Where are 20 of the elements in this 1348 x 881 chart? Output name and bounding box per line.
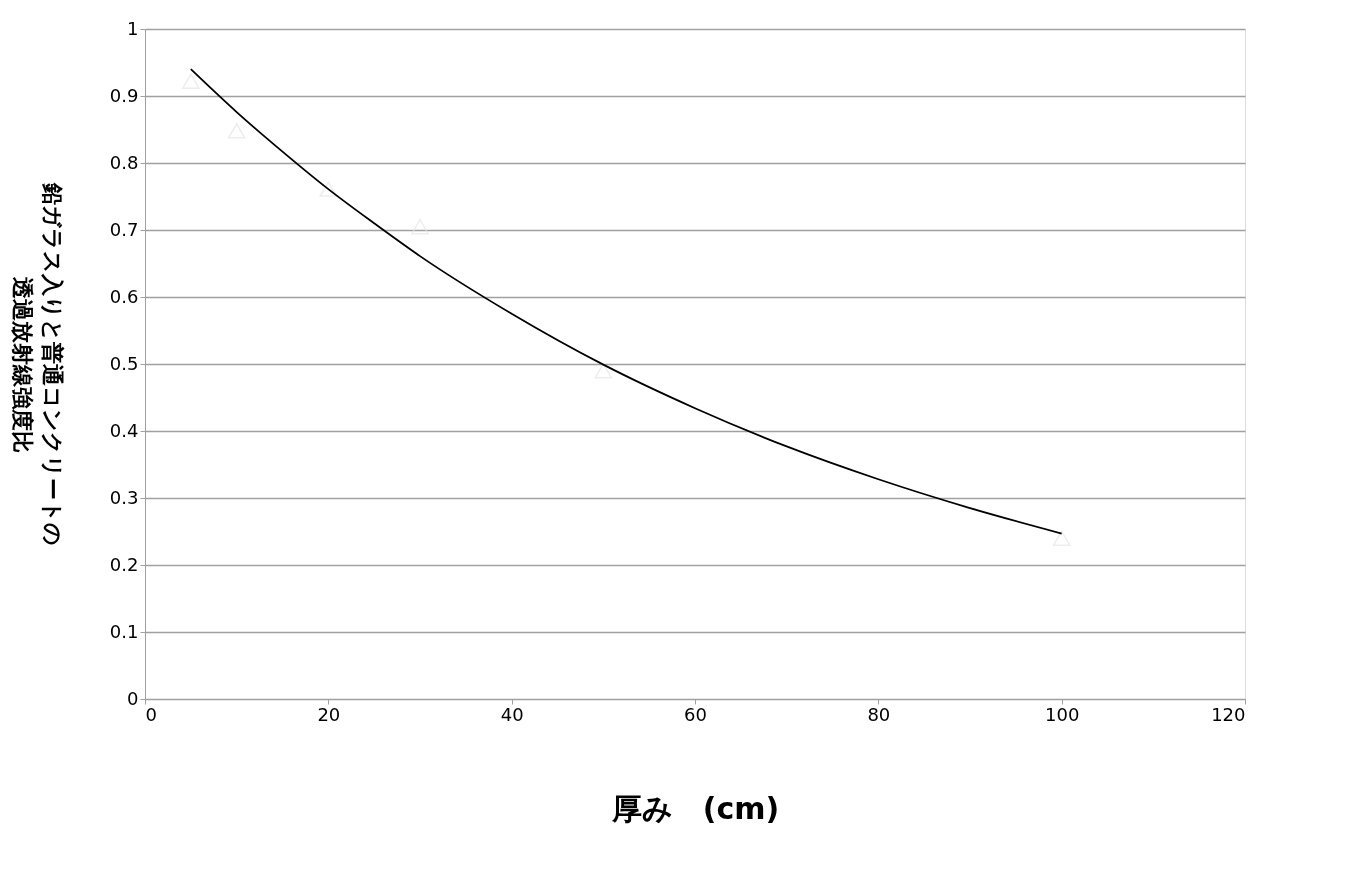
y-tick-label: 0.5	[109, 352, 139, 374]
y-tick-label: 0.1	[109, 620, 139, 642]
x-tick-label: 120	[1211, 703, 1246, 725]
x-axis-title: 厚み (cm)	[610, 790, 780, 826]
y-tick-label: 0.3	[109, 486, 139, 508]
y-tick-label: 0.8	[109, 151, 139, 173]
x-tick-label: 100	[1044, 703, 1080, 725]
y-tick-label: 0.4	[109, 419, 139, 441]
y-tick-label: 0.6	[109, 285, 139, 307]
y-tick-label: 0	[127, 687, 139, 709]
y-tick-label: 1	[127, 17, 139, 39]
y-tick-label: 0.2	[109, 553, 139, 575]
x-tick-label: 40	[500, 703, 524, 725]
x-tick-label: 20	[317, 703, 341, 725]
y-axis-title: 鉛ガラス入りと普通コンクリートの透過放射線強度比	[9, 182, 65, 546]
y-tick-label: 0.9	[109, 84, 139, 106]
x-tick-label: 80	[867, 703, 891, 725]
x-tick-label: 60	[684, 703, 707, 725]
y-tick-label: 0.7	[109, 218, 139, 240]
x-tick-label: 0	[145, 703, 157, 725]
